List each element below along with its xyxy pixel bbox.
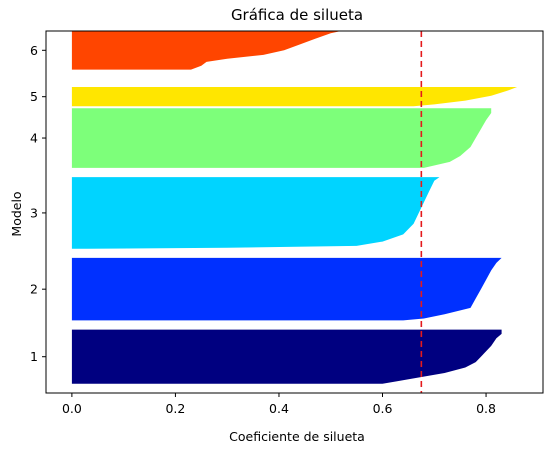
y-axis-ticks: 1 2 3 4 5 6 bbox=[30, 43, 46, 364]
silhouette-bar-cluster-3 bbox=[71, 177, 440, 249]
x-axis-ticks: 0.0 0.2 0.4 0.6 0.8 bbox=[62, 393, 496, 416]
silhouette-bar-cluster-5 bbox=[71, 87, 518, 107]
y-tick-label: 4 bbox=[30, 131, 38, 146]
x-tick-label: 0.4 bbox=[269, 401, 289, 416]
silhouette-bar-cluster-4 bbox=[71, 108, 492, 168]
y-tick-label: 5 bbox=[30, 89, 38, 104]
silhouette-bar-cluster-6 bbox=[71, 31, 342, 70]
x-tick-label: 0.0 bbox=[62, 401, 82, 416]
y-axis-label: Modelo bbox=[9, 191, 24, 236]
x-tick-label: 0.2 bbox=[165, 401, 185, 416]
y-tick-label: 3 bbox=[30, 205, 38, 220]
plot-frame bbox=[45, 30, 544, 394]
x-tick-label: 0.6 bbox=[373, 401, 393, 416]
y-tick-label: 2 bbox=[30, 282, 38, 297]
silhouette-bars bbox=[71, 31, 518, 384]
chart-title: Gráfica de silueta bbox=[231, 6, 363, 24]
y-tick-label: 1 bbox=[30, 349, 38, 364]
silhouette-bar-cluster-2 bbox=[71, 257, 502, 321]
silhouette-bar-cluster-1 bbox=[71, 329, 502, 384]
x-axis-label: Coeficiente de silueta bbox=[229, 429, 365, 444]
x-tick-label: 0.8 bbox=[476, 401, 496, 416]
y-tick-label: 6 bbox=[30, 43, 38, 58]
